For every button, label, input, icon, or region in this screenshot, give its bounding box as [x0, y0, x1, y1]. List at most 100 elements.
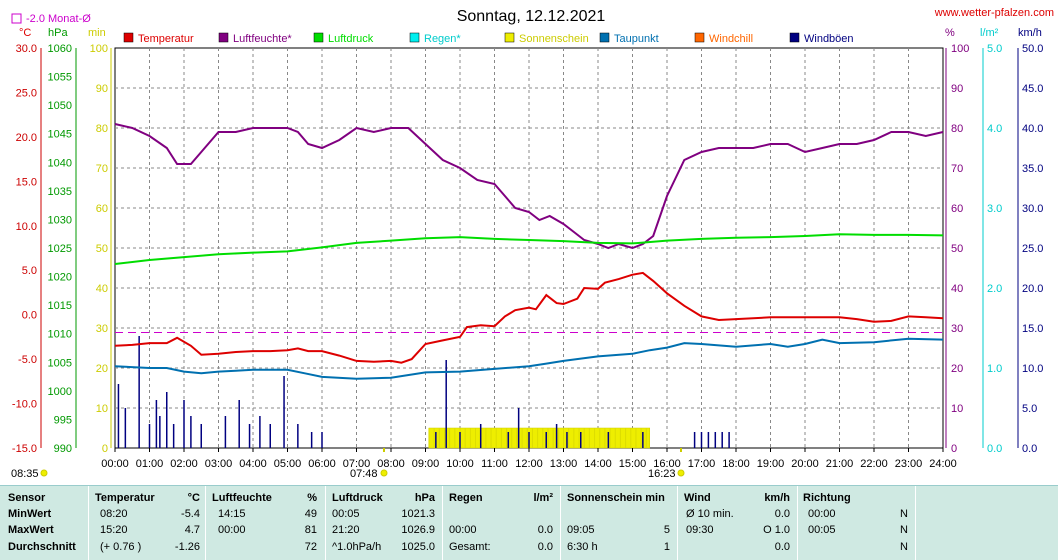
temp-tick-label: 10.0	[16, 221, 37, 233]
x-tick-label: 12:00	[515, 458, 543, 470]
monthavg-swatch	[11, 13, 22, 24]
stats-hum-value: 49	[304, 508, 317, 520]
humidity-tick-label: 30	[951, 323, 963, 335]
legend-swatch	[313, 32, 324, 43]
minutes-tick-label: 10	[96, 403, 108, 415]
stats-rain-time: 00:00	[449, 524, 477, 536]
legend-label: Regen*	[424, 33, 461, 45]
legend-swatch	[599, 32, 610, 43]
x-tick-label: 13:00	[550, 458, 578, 470]
unit-pressure: hPa	[48, 27, 68, 39]
stats-press-value: 1021.3	[401, 508, 435, 520]
stats-header-hum-unit: %	[307, 492, 317, 504]
wind-tick-label: 10.0	[1022, 363, 1043, 375]
rain-tick-label: 4.0	[987, 123, 1002, 135]
minutes-tick-label: 100	[90, 43, 108, 55]
temp-tick-label: -15.0	[12, 443, 37, 455]
dawn-icon	[380, 469, 388, 477]
temp-tick-label: -5.0	[18, 354, 37, 366]
pressure-tick-label: 995	[54, 414, 72, 426]
temp-tick-label: -10.0	[12, 399, 37, 411]
temp-tick-label: 0.0	[22, 310, 37, 322]
wind-tick-label: 5.0	[1022, 403, 1037, 415]
humidity-tick-label: 40	[951, 283, 963, 295]
monthavg-label: -2.0 Monat-Ø	[26, 13, 91, 25]
wind-tick-label: 35.0	[1022, 163, 1043, 175]
stats-wind-value: 0.0	[774, 508, 790, 520]
minutes-tick-label: 70	[96, 163, 108, 175]
rain-tick-label: 2.0	[987, 283, 1002, 295]
x-tick-label: 14:00	[584, 458, 612, 470]
stats-hum-value: 72	[304, 541, 317, 553]
humidity-tick-label: 70	[951, 163, 963, 175]
sunshine-bar	[428, 427, 651, 449]
x-tick-label: 08:00	[377, 458, 405, 470]
temp-tick-label: 20.0	[16, 132, 37, 144]
stats-row-label: Durchschnitt	[8, 541, 76, 553]
x-tick-label: 00:00	[101, 458, 129, 470]
stats-temp-value: 4.7	[184, 524, 200, 536]
series-line-luftdruck	[114, 233, 944, 265]
x-tick-label: 16:00	[653, 458, 681, 470]
stats-press-time: ^1.0hPa/h	[332, 541, 382, 553]
x-tick-label: 22:00	[860, 458, 888, 470]
unit-rain: l/m²	[980, 27, 999, 39]
x-tick-label: 01:00	[136, 458, 164, 470]
x-tick-label: 23:00	[895, 458, 923, 470]
stats-temp-value: -5.4	[181, 508, 200, 520]
stats-rain-time: Gesamt:	[449, 541, 491, 553]
legend-label: Windböen	[804, 33, 854, 45]
minutes-tick-label: 0	[102, 443, 108, 455]
series-lines	[114, 123, 944, 380]
sunshine-bars	[428, 427, 651, 449]
pressure-tick-label: 1030	[48, 214, 72, 226]
stats-header-sensor: Sensor	[8, 492, 46, 504]
stats-header-hum: Luftfeuchte	[212, 492, 272, 504]
rain-tick-label: 1.0	[987, 363, 1002, 375]
stats-header-temp-unit: °C	[187, 492, 200, 504]
stats-row-label: MaxWert	[8, 524, 54, 536]
x-tick-label: 06:00	[308, 458, 336, 470]
temp-tick-label: 15.0	[16, 176, 37, 188]
pressure-tick-label: 1020	[48, 272, 72, 284]
minutes-tick-label: 90	[96, 83, 108, 95]
x-tick-label: 18:00	[722, 458, 750, 470]
stats-header-press: Luftdruck	[332, 492, 383, 504]
x-tick-label: 03:00	[205, 458, 233, 470]
unit-minutes: min	[88, 27, 106, 39]
axes: 00:00 01:00 02:00 03:00 04:00 05:00 06:00 07:00…	[12, 43, 1044, 470]
stats-wind-value: O 1.0	[763, 524, 790, 536]
grid	[114, 47, 944, 449]
x-tick-label: 09:00	[412, 458, 440, 470]
stats-row-label: MinWert	[8, 508, 52, 520]
stats-press-time: 00:05	[332, 508, 360, 520]
sunrise-icon	[40, 469, 48, 477]
stats-wind-time: Ø 10 min.	[686, 508, 734, 520]
wind-tick-label: 15.0	[1022, 323, 1043, 335]
legend-swatch	[789, 32, 800, 43]
series-line-luftfeuchte	[114, 123, 944, 250]
wind-tick-label: 0.0	[1022, 443, 1037, 455]
stats-hum-time: 00:00	[218, 524, 246, 536]
weather-chart: 00:00 01:00 02:00 03:00 04:00 05:00 06:00 07:00…	[11, 7, 1054, 480]
humidity-tick-label: 90	[951, 83, 963, 95]
legend-label: Temperatur	[138, 33, 194, 45]
stats-column-divider	[325, 486, 326, 560]
stats-temp-time: (+ 0.76 )	[100, 541, 142, 553]
x-tick-label: 10:00	[446, 458, 474, 470]
stats-header-rain: Regen	[449, 492, 483, 504]
minutes-tick-label: 60	[96, 203, 108, 215]
stats-hum-time: 14:15	[218, 508, 246, 520]
stats-dir-value: N	[900, 541, 908, 553]
legend-swatch	[694, 32, 705, 43]
stats-header-press-unit: hPa	[414, 492, 435, 504]
humidity-tick-label: 0	[951, 443, 957, 455]
minutes-tick-label: 80	[96, 123, 108, 135]
legend-swatch	[218, 32, 229, 43]
stats-sun-value: 1	[663, 541, 670, 553]
stats-dir-value: N	[900, 508, 908, 520]
legend-swatch	[504, 32, 515, 43]
x-tick-label: 07:00	[343, 458, 371, 470]
temp-tick-label: 25.0	[16, 87, 37, 99]
stats-column-divider	[797, 486, 798, 560]
